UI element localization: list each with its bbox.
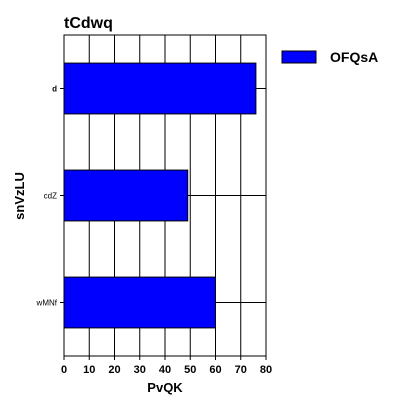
y-axis-categories: d cdZ wMNf (36, 85, 64, 308)
legend-swatch (281, 50, 317, 64)
x-tick-label: 10 (83, 364, 95, 376)
x-tick-label: 30 (134, 364, 146, 376)
legend: OFQsA (281, 49, 378, 65)
y-category-label: d (52, 85, 57, 94)
chart-title: tCdwq (64, 15, 113, 32)
bars (63, 62, 257, 329)
y-category-label: wMNf (36, 299, 58, 308)
x-tick-label: 50 (184, 364, 196, 376)
y-axis-label: snVzLU (12, 172, 27, 220)
x-tick-label: 20 (108, 364, 120, 376)
x-axis-ticks: 0 10 20 30 40 50 60 70 80 (61, 356, 272, 376)
bar (63, 276, 216, 329)
x-tick-label: 0 (61, 364, 67, 376)
bar (63, 62, 257, 115)
x-tick-label: 80 (260, 364, 272, 376)
legend-label: OFQsA (330, 49, 378, 65)
x-axis-label: PvQK (147, 380, 183, 395)
x-tick-label: 40 (159, 364, 171, 376)
bar (63, 169, 189, 222)
x-tick-label: 70 (235, 364, 247, 376)
y-category-label: cdZ (44, 192, 57, 201)
x-tick-label: 60 (209, 364, 221, 376)
